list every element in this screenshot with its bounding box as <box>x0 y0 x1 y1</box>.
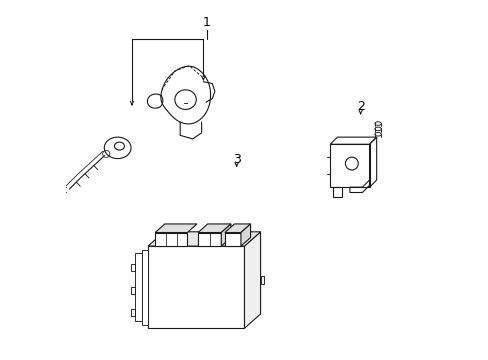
Text: 2: 2 <box>356 100 364 113</box>
Polygon shape <box>224 233 241 246</box>
Polygon shape <box>142 249 148 325</box>
Polygon shape <box>241 224 250 246</box>
Polygon shape <box>155 224 197 233</box>
Polygon shape <box>148 232 260 246</box>
Polygon shape <box>244 232 260 328</box>
Polygon shape <box>198 224 230 233</box>
Polygon shape <box>135 253 142 321</box>
Text: 1: 1 <box>203 16 210 29</box>
Polygon shape <box>224 224 250 233</box>
Text: 3: 3 <box>232 153 240 166</box>
Polygon shape <box>155 233 187 246</box>
Polygon shape <box>148 246 244 328</box>
Polygon shape <box>198 233 221 246</box>
Polygon shape <box>221 224 230 246</box>
